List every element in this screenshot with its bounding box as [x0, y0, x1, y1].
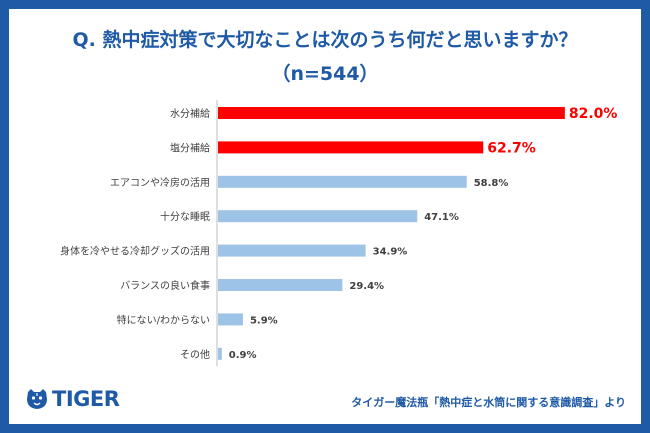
- value-label: 82.0%: [569, 106, 618, 122]
- bar: [218, 107, 565, 119]
- bar: [218, 244, 366, 257]
- chart-title: Q. 熱中症対策で大切なことは次のうち何だと思いますか？: [72, 29, 578, 51]
- value-label: 29.4%: [349, 281, 384, 292]
- category-label: 特にない/わからない: [117, 314, 210, 326]
- tiger-logo: TIGER: [25, 385, 120, 413]
- value-label: 47.1%: [424, 212, 459, 223]
- tiger-head-icon: [27, 389, 47, 409]
- bar: [218, 313, 243, 326]
- category-label: 身体を冷やせる冷却グッズの活用: [60, 245, 210, 258]
- chart-subtitle: （n=544）: [271, 63, 379, 85]
- value-label: 0.9%: [229, 350, 257, 361]
- bar: [218, 279, 343, 291]
- category-label: その他: [180, 348, 210, 361]
- value-label: 62.7%: [487, 140, 536, 156]
- bar: [218, 347, 222, 360]
- bar: [218, 141, 484, 154]
- value-label: 34.9%: [373, 247, 408, 258]
- category-label: バランスの良い食事: [120, 279, 210, 292]
- bar: [218, 210, 418, 223]
- category-label: エアコンや冷房の活用: [110, 176, 210, 189]
- bar: [218, 175, 467, 188]
- category-label: 水分補給: [170, 107, 210, 120]
- value-label: 58.8%: [474, 178, 509, 189]
- category-label: 塩分補給: [170, 141, 210, 154]
- logo-text: TIGER: [52, 387, 120, 411]
- value-label: 5.9%: [250, 315, 278, 326]
- source-note: タイガー魔法瓶「熱中症と水筒に関する意識調査」より: [351, 396, 626, 409]
- category-label: 十分な睡眠: [160, 210, 210, 223]
